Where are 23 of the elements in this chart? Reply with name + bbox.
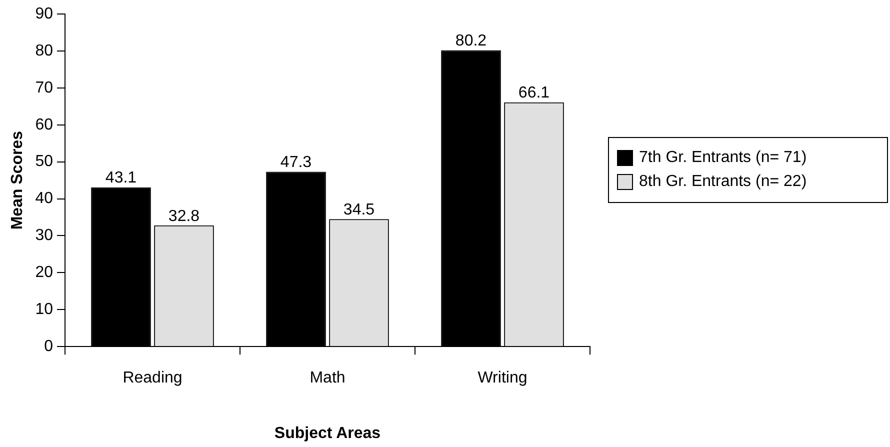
y-tick-label: 90 (35, 5, 54, 22)
legend-label: 7th Gr. Entrants (n= 71) (639, 148, 808, 168)
data-label: 66.1 (518, 84, 550, 102)
x-tick-label: Math (310, 370, 346, 387)
x-tick-label: Writing (478, 370, 528, 387)
y-tick-label: 80 (35, 42, 54, 60)
y-tick-label: 10 (35, 301, 54, 318)
y-tick-label: 60 (35, 116, 54, 134)
data-label: 80.2 (455, 32, 487, 50)
y-tick-label: 0 (44, 338, 54, 356)
data-label: 34.5 (343, 202, 375, 219)
data-label: 32.8 (168, 208, 200, 225)
x-axis-title: Subject Areas (274, 424, 381, 442)
data-label: 47.3 (280, 154, 312, 172)
legend-label: 8th Gr. Entrants (n= 22) (639, 172, 808, 192)
y-tick-label: 70 (35, 79, 54, 96)
y-axis-title: Mean Scores (9, 130, 26, 230)
y-tick-label: 50 (35, 153, 54, 170)
y-tick-label: 40 (35, 190, 54, 208)
y-tick-label: 30 (35, 227, 54, 244)
data-label: 43.1 (105, 170, 137, 187)
y-tick-label: 20 (35, 264, 54, 282)
x-tick-label: Reading (122, 370, 182, 387)
